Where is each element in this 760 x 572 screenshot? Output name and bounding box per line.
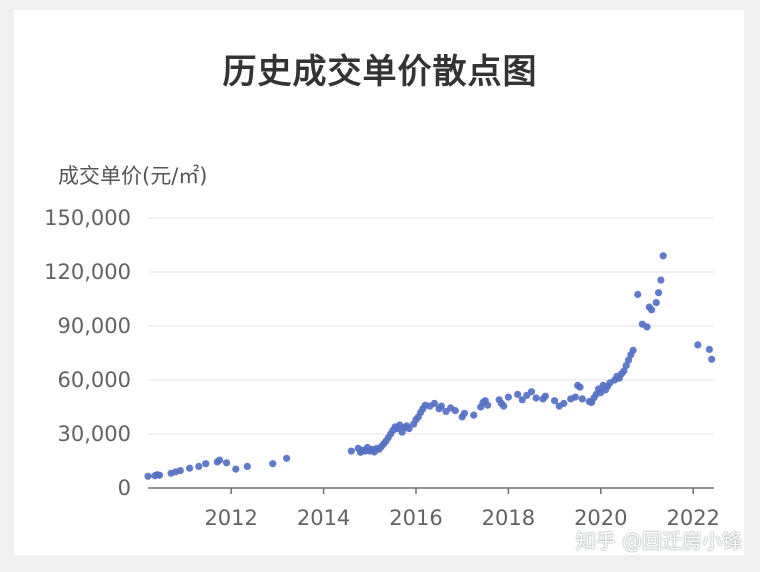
data-point[interactable] [514, 390, 522, 398]
data-point[interactable] [576, 383, 584, 391]
data-point[interactable] [657, 276, 665, 284]
data-point[interactable] [202, 460, 210, 468]
x-tick-label: 2012 [204, 506, 257, 530]
data-point[interactable] [232, 465, 240, 473]
chart-card [14, 10, 744, 555]
y-tick-label: 120,000 [44, 260, 131, 284]
y-tick-label: 30,000 [58, 422, 131, 446]
data-point[interactable] [708, 355, 716, 363]
data-point[interactable] [405, 425, 413, 433]
data-point[interactable] [195, 462, 203, 470]
data-point[interactable] [620, 367, 628, 375]
data-point[interactable] [216, 456, 224, 464]
y-tick-label: 90,000 [58, 314, 131, 338]
watermark: 知乎 @回迁房小锋 [575, 529, 742, 553]
data-point[interactable] [518, 396, 526, 404]
data-point[interactable] [624, 356, 633, 364]
data-point[interactable] [484, 401, 492, 409]
data-point[interactable] [243, 462, 251, 470]
data-point[interactable] [504, 393, 512, 401]
data-point[interactable] [144, 472, 152, 480]
data-point[interactable] [571, 393, 579, 401]
data-point[interactable] [654, 289, 663, 297]
x-tick-label: 2020 [574, 506, 627, 530]
data-point[interactable] [659, 252, 667, 260]
data-point[interactable] [694, 341, 702, 349]
x-axis: 2012 2014 2016 2018 2020 2022 [148, 487, 720, 530]
data-point[interactable] [269, 460, 277, 468]
data-point[interactable] [541, 392, 549, 400]
data-point[interactable] [155, 471, 164, 479]
data-point[interactable] [634, 290, 642, 299]
y-tick-label: 150,000 [44, 206, 131, 230]
x-tick-label: 2022 [666, 506, 719, 530]
data-point[interactable] [527, 388, 536, 396]
x-tick-label: 2014 [297, 506, 350, 530]
data-point[interactable] [222, 459, 231, 467]
y-tick-label: 0 [118, 476, 131, 500]
data-point[interactable] [437, 402, 445, 410]
data-point[interactable] [578, 395, 586, 403]
data-point[interactable] [347, 447, 355, 455]
data-point[interactable] [643, 323, 651, 331]
data-point[interactable] [629, 346, 637, 354]
data-point[interactable] [470, 411, 478, 419]
y-tick-label: 60,000 [58, 368, 131, 392]
data-points [144, 252, 716, 480]
x-tick-label: 2018 [482, 506, 535, 530]
chart-title: 历史成交单价散点图 [222, 52, 538, 92]
data-point[interactable] [705, 345, 713, 353]
data-point[interactable] [560, 399, 568, 407]
data-point[interactable] [622, 362, 630, 370]
data-point[interactable] [185, 464, 194, 472]
data-point[interactable] [500, 402, 508, 410]
data-point[interactable] [283, 454, 291, 462]
y-axis-unit-label: 成交单价(元/㎡) [58, 164, 208, 188]
data-point[interactable] [430, 399, 439, 407]
y-axis-ticks: 0 30,000 60,000 90,000 120,000 150,000 [44, 206, 131, 500]
data-point[interactable] [176, 466, 184, 475]
grid-lines [148, 217, 714, 435]
x-tick-label: 2016 [389, 506, 442, 530]
data-point[interactable] [460, 409, 469, 417]
data-point[interactable] [451, 407, 459, 415]
data-point[interactable] [648, 306, 656, 314]
data-point[interactable] [652, 299, 660, 307]
data-point[interactable] [550, 397, 559, 405]
data-point[interactable] [532, 394, 540, 402]
